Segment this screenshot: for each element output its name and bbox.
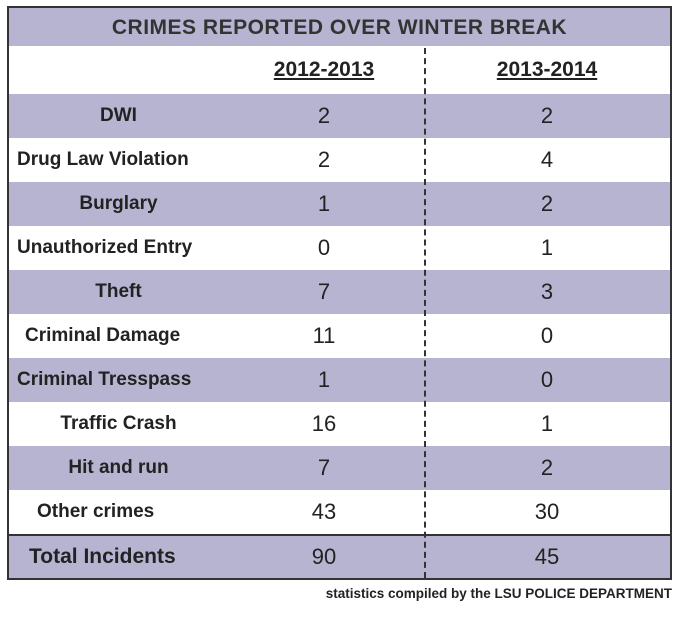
table-row: Traffic Crash 16 1 — [9, 402, 670, 446]
crimes-table: CRIMES REPORTED OVER WINTER BREAK 2012-2… — [7, 6, 672, 580]
row-value: 2 — [224, 147, 424, 173]
table-row: Other crimes 43 30 — [9, 490, 670, 534]
column-divider — [424, 48, 426, 578]
footer-credit: statistics compiled by the LSU POLICE DE… — [7, 586, 672, 601]
total-label: Total Incidents — [9, 545, 224, 569]
table-header-row: 2012-2013 2013-2014 — [9, 46, 670, 94]
row-label: Burglary — [9, 193, 224, 215]
row-label: Other crimes — [9, 501, 224, 523]
table-row: DWI 2 2 — [9, 94, 670, 138]
row-value: 3 — [424, 279, 670, 305]
table-row: Drug Law Violation 2 4 — [9, 138, 670, 182]
total-value: 45 — [424, 544, 670, 570]
row-label: Hit and run — [9, 457, 224, 479]
row-value: 0 — [424, 323, 670, 349]
row-value: 4 — [424, 147, 670, 173]
row-value: 7 — [224, 279, 424, 305]
total-row: Total Incidents 90 45 — [9, 534, 670, 578]
row-value: 43 — [224, 499, 424, 525]
table-row: Criminal Tresspass 1 0 — [9, 358, 670, 402]
row-value: 7 — [224, 455, 424, 481]
row-value: 2 — [424, 455, 670, 481]
row-value: 30 — [424, 499, 670, 525]
row-label: Criminal Damage — [9, 325, 224, 347]
row-value: 11 — [224, 323, 424, 349]
row-value: 2 — [224, 103, 424, 129]
row-value: 2 — [424, 103, 670, 129]
row-label: DWI — [9, 105, 224, 127]
row-value: 0 — [424, 367, 670, 393]
row-label: Traffic Crash — [9, 413, 224, 435]
table-row: Burglary 1 2 — [9, 182, 670, 226]
row-label: Drug Law Violation — [9, 149, 224, 171]
total-value: 90 — [224, 544, 424, 570]
table-row: Criminal Damage 11 0 — [9, 314, 670, 358]
row-label: Theft — [9, 281, 224, 303]
row-label: Criminal Tresspass — [9, 369, 224, 391]
table-row: Unauthorized Entry 0 1 — [9, 226, 670, 270]
row-value: 1 — [224, 367, 424, 393]
row-value: 2 — [424, 191, 670, 217]
row-value: 1 — [224, 191, 424, 217]
row-value: 0 — [224, 235, 424, 261]
header-col-1: 2012-2013 — [224, 58, 424, 82]
table-row: Theft 7 3 — [9, 270, 670, 314]
table-title: CRIMES REPORTED OVER WINTER BREAK — [9, 8, 670, 46]
row-value: 16 — [224, 411, 424, 437]
row-value: 1 — [424, 235, 670, 261]
row-label: Unauthorized Entry — [9, 237, 224, 259]
header-col-2: 2013-2014 — [424, 58, 670, 82]
table-row: Hit and run 7 2 — [9, 446, 670, 490]
row-value: 1 — [424, 411, 670, 437]
